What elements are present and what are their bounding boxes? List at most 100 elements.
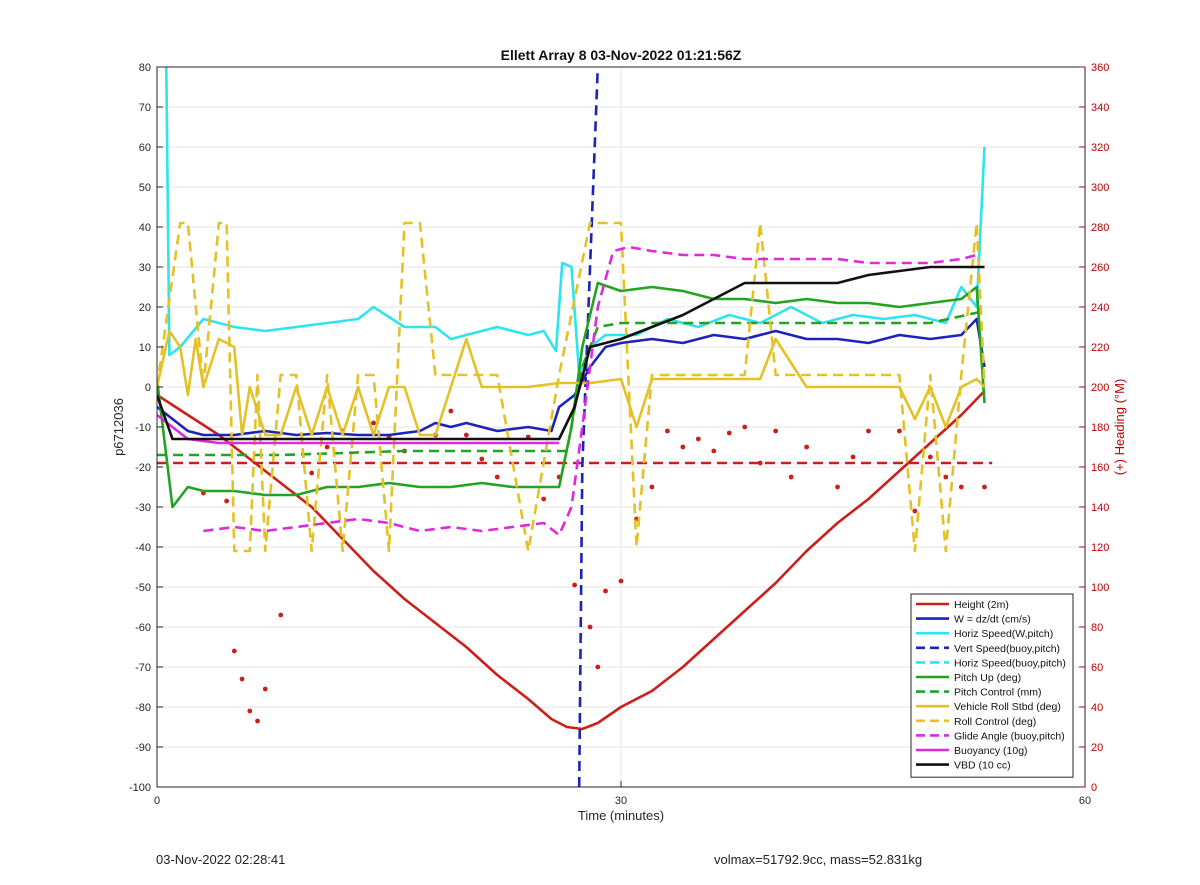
y2-tick-label: 360	[1091, 62, 1109, 74]
y-tick-label: -80	[135, 702, 151, 714]
heading-point	[541, 496, 547, 502]
heading-point	[835, 484, 840, 490]
heading-point	[309, 470, 315, 476]
y2-tick-label: 280	[1091, 222, 1109, 234]
heading-point	[927, 454, 933, 460]
y2-tick-label: 40	[1091, 702, 1103, 714]
y2-tick-label: 140	[1091, 502, 1109, 514]
y-tick-label: 60	[139, 142, 151, 154]
footer-timestamp: 03-Nov-2022 02:28:41	[156, 852, 286, 867]
series-line-horiz-speed-w-pitch	[165, 67, 986, 377]
y2-tick-label: 0	[1091, 782, 1097, 794]
legend-label: Horiz Speed(buoy,pitch)	[954, 657, 1066, 669]
axes-layer: -100-90-80-70-60-50-40-30-20-10010203040…	[129, 62, 1109, 807]
legend: Height (2m) W = dz/dt (cm/s) Horiz Speed(W…	[910, 593, 1074, 778]
y-tick-label: -40	[135, 542, 151, 554]
x-tick-label: 30	[615, 795, 627, 807]
heading-point	[371, 420, 376, 426]
heading-point	[804, 444, 809, 450]
heading-point	[943, 474, 949, 480]
heading-point	[711, 448, 717, 454]
y2-tick-label: 160	[1091, 462, 1109, 474]
y-tick-label: -90	[135, 742, 151, 754]
legend-box	[910, 593, 1074, 778]
heading-point	[618, 578, 624, 584]
heading-point	[726, 430, 732, 436]
heading-point	[757, 460, 763, 466]
heading-point	[695, 436, 701, 442]
heading-point	[572, 582, 577, 588]
y-tick-label: 20	[139, 302, 151, 314]
y-tick-label: 50	[139, 182, 151, 194]
legend-label: Pitch Control (mm)	[954, 687, 1042, 699]
y-tick-label: 40	[139, 222, 151, 234]
y2-tick-label: 120	[1091, 542, 1109, 554]
legend-label: Vehicle Roll Stbd (deg)	[954, 701, 1061, 713]
y2-tick-label: 80	[1091, 622, 1103, 634]
heading-point	[247, 708, 253, 714]
series-layer	[157, 67, 993, 787]
y2-tick-label: 260	[1091, 262, 1109, 274]
x-axis-label: Time (minutes)	[578, 808, 664, 823]
y2-tick-label: 240	[1091, 302, 1109, 314]
heading-point	[231, 648, 237, 654]
y2-tick-label: 100	[1091, 582, 1109, 594]
heading-point	[958, 484, 964, 490]
heading-point	[649, 484, 655, 490]
y2-tick-label: 340	[1091, 102, 1109, 114]
y2-tick-label: 60	[1091, 662, 1103, 674]
legend-label: Roll Control (deg)	[954, 716, 1036, 728]
legend-label: Vert Speed(buoy,pitch)	[954, 643, 1060, 655]
series-line-vehicle-roll-stbd-deg	[157, 329, 986, 437]
y-tick-label: 10	[139, 342, 151, 354]
series-line-pitch-control-mm	[157, 309, 985, 457]
y-tick-label: -60	[135, 622, 151, 634]
y-axis-label: p6712036	[111, 398, 126, 456]
y2-tick-label: 220	[1091, 342, 1109, 354]
y2-tick-label: 200	[1091, 382, 1109, 394]
heading-point	[982, 484, 987, 490]
y-tick-label: 0	[145, 382, 151, 394]
legend-label: Height (2m)	[954, 599, 1009, 611]
y-tick-label: -100	[129, 782, 151, 794]
legend-label: Glide Angle (buoy,pitch)	[954, 730, 1065, 742]
heading-point	[603, 588, 608, 594]
x-tick-label: 60	[1079, 795, 1091, 807]
heading-point	[912, 508, 918, 514]
y2-axis-label: (+) Heading (°M)	[1112, 379, 1127, 476]
heading-point	[897, 428, 902, 434]
heading-point	[665, 428, 670, 434]
y-tick-label: -10	[135, 422, 151, 434]
heading-point	[742, 424, 748, 430]
heading-point	[866, 428, 871, 434]
heading-point	[255, 718, 260, 724]
heading-point	[587, 624, 593, 630]
heading-point	[224, 498, 230, 504]
y-tick-label: 80	[139, 62, 151, 74]
footer-vehicle-info: volmax=51792.9cc, mass=52.831kg	[714, 852, 923, 867]
x-tick-label: 0	[154, 795, 160, 807]
heading-point	[595, 664, 601, 670]
heading-point	[239, 676, 245, 682]
heading-point	[850, 454, 856, 460]
series-line-w-dz-dt-cm-s	[157, 317, 986, 437]
y2-tick-label: 320	[1091, 142, 1109, 154]
heading-point	[773, 428, 779, 434]
y-tick-label: -70	[135, 662, 151, 674]
y-tick-label: -50	[135, 582, 151, 594]
y-tick-label: 70	[139, 102, 151, 114]
y-tick-label: -20	[135, 462, 151, 474]
legend-label: Pitch Up (deg)	[954, 672, 1021, 684]
series-line-vbd-10-cc	[157, 265, 985, 441]
legend-label: Horiz Speed(W,pitch)	[954, 628, 1053, 640]
heading-point	[324, 444, 330, 450]
series-line-roll-control-deg	[157, 221, 986, 553]
series-line-glide-angle-buoy-pitch	[203, 245, 978, 537]
y-tick-label: 30	[139, 262, 151, 274]
y2-tick-label: 300	[1091, 182, 1109, 194]
y-tick-label: -30	[135, 502, 151, 514]
y2-tick-label: 180	[1091, 422, 1109, 434]
y2-tick-label: 20	[1091, 742, 1103, 754]
heading-point	[463, 432, 469, 438]
